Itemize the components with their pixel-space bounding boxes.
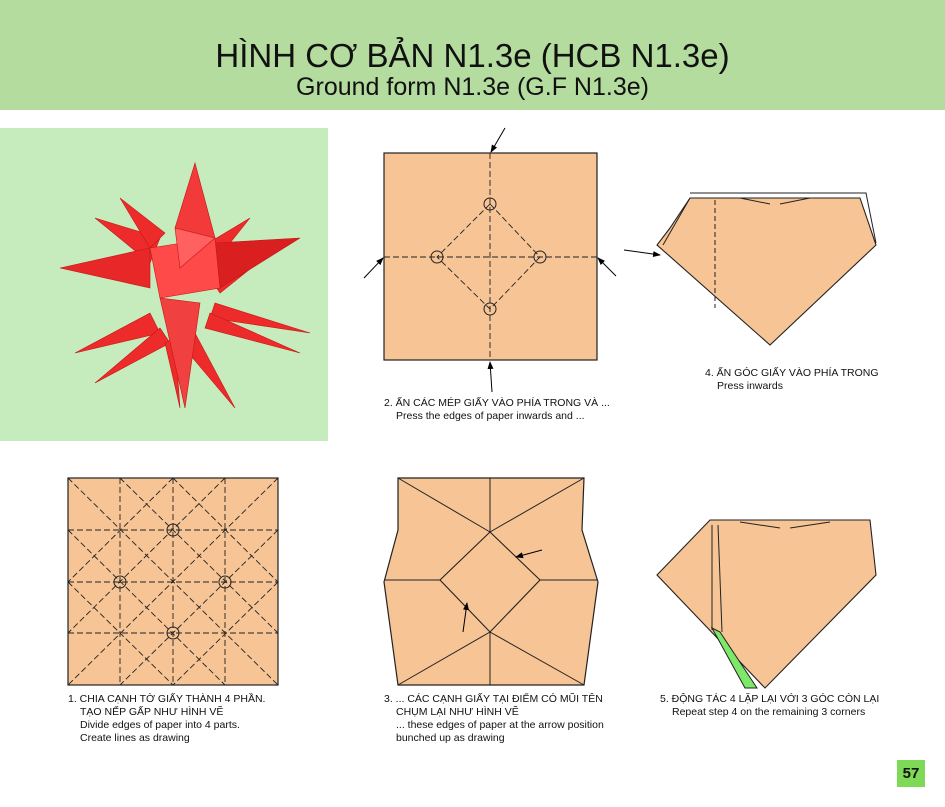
step-3-en-line2: bunched up as drawing [396, 732, 505, 744]
page-number: 57 [897, 760, 925, 787]
page-header: HÌNH CƠ BẢN N1.3e (HCB N1.3e) Ground for… [0, 0, 945, 110]
step-5-caption: 5. ĐỘNG TÁC 4 LẶP LẠI VỚI 3 GÓC CÒN LẠI … [660, 693, 879, 719]
step-1-en-line1: Divide edges of paper into 4 parts. [80, 719, 240, 731]
step-1-vn-line1: 1. CHIA CẠNH TỜ GIẤY THÀNH 4 PHẦN. [68, 693, 266, 705]
step-3-caption: 3. ... CÁC CẠNH GIẤY TẠI ĐIỂM CÓ MŨI TÊN… [384, 693, 604, 745]
step-3-diagram [383, 477, 599, 686]
step-3-vn-line2: CHỤM LẠI NHƯ HÌNH VẼ [396, 706, 519, 718]
step-3-vn-line1: 3. ... CÁC CẠNH GIẤY TẠI ĐIỂM CÓ MŨI TÊN [384, 693, 603, 705]
finished-model-photo [0, 128, 328, 441]
step-2-vn-line1: 2. ẤN CÁC MÉP GIẤY VÀO PHÍA TRONG VÀ ... [384, 397, 610, 409]
step-1-en-line2: Create lines as drawing [80, 732, 190, 744]
page-title: HÌNH CƠ BẢN N1.3e (HCB N1.3e) [215, 37, 730, 74]
step-4-en-line1: Press inwards [717, 380, 783, 392]
page-subtitle: Ground form N1.3e (G.F N1.3e) [296, 73, 649, 101]
step-5-en-line1: Repeat step 4 on the remaining 3 corners [672, 706, 866, 718]
step-3-en-line1: ... these edges of paper at the arrow po… [396, 719, 604, 731]
step-2-en-line1: Press the edges of paper inwards and ... [396, 410, 585, 422]
step-4-diagram [623, 192, 877, 346]
step-5-vn-line1: 5. ĐỘNG TÁC 4 LẶP LẠI VỚI 3 GÓC CÒN LẠI [660, 693, 880, 705]
red-star-model-image [59, 161, 311, 409]
step-2-diagram [363, 127, 617, 393]
step-4-vn-line1: 4. ẤN GÓC GIẤY VÀO PHÍA TRONG [705, 367, 879, 379]
step-1-diagram [67, 477, 279, 686]
step-2-caption: 2. ẤN CÁC MÉP GIẤY VÀO PHÍA TRONG VÀ ...… [384, 397, 610, 423]
step-5-diagram [656, 519, 877, 689]
step-4-caption: 4. ẤN GÓC GIẤY VÀO PHÍA TRONG Press inwa… [705, 367, 879, 393]
step-1-vn-line2: TẠO NẾP GẤP NHƯ HÌNH VẼ [80, 706, 224, 718]
step-1-caption: 1. CHIA CẠNH TỜ GIẤY THÀNH 4 PHẦN. TẠO N… [68, 693, 265, 745]
